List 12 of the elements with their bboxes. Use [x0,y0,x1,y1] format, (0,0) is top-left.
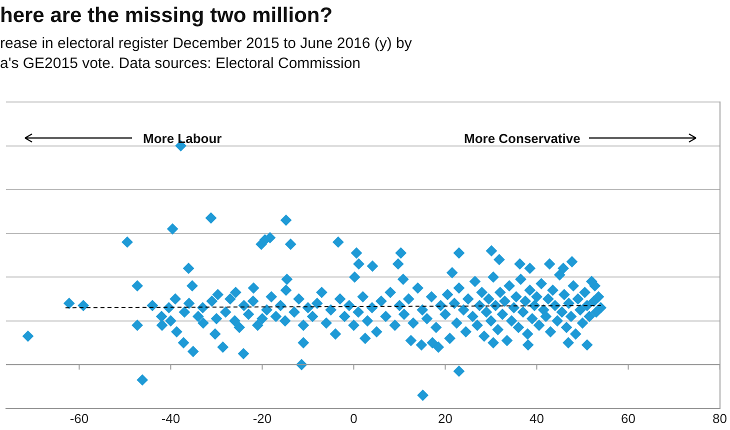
chart-subtitle: rease in electoral register December 2015 to June 2016 (y) by a's GE2015 vote. Data sources: Electoral Commission [0,34,412,74]
annotation: More Labour [143,131,222,146]
chart-title: here are the missing two million? [0,4,333,28]
x-tick-label: 60 [621,410,636,426]
x-tick-label: -20 [252,410,272,426]
x-tick-label: 20 [438,410,452,426]
x-tick-label: -40 [161,410,180,426]
x-tick-label: 80 [712,410,728,426]
x-tick-label: 40 [530,410,544,426]
annotation: More Conservative [464,131,580,146]
x-tick-label: 0 [350,410,358,426]
x-tick-label: -60 [70,410,89,426]
